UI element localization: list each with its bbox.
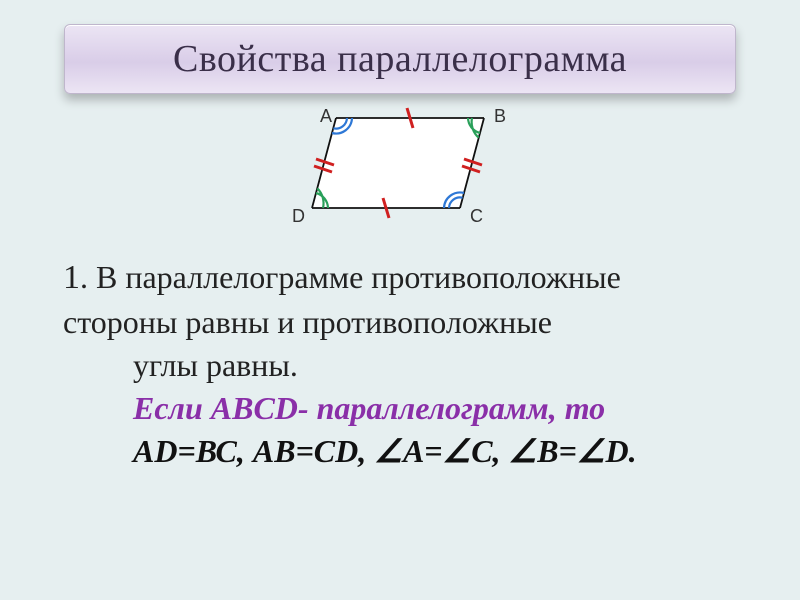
vertex-d-label: D	[292, 206, 305, 226]
body-line-3: углы равны.	[133, 344, 765, 387]
title-banner: Свойства параллелограмма	[64, 24, 736, 94]
vertex-a-label: A	[320, 106, 332, 126]
body-line-2: стороны равны и противоположные	[63, 301, 765, 344]
page-title: Свойства параллелограмма	[173, 37, 627, 81]
parallelogram-diagram: A B C D	[270, 100, 530, 240]
vertex-b-label: B	[494, 106, 506, 126]
body-line-1: 1. В параллелограмме противоположные	[63, 255, 765, 301]
vertex-c-label: C	[470, 206, 483, 226]
body-line-4: Если ABCD- параллелограмм, то	[133, 387, 765, 430]
diagram-svg: A B C D	[270, 100, 530, 240]
body-line1-text: . В параллелограмме противоположные	[80, 259, 621, 295]
body-line-5: АD=ВС, AB=CD, ∠А=∠С, ∠B=∠D.	[133, 430, 765, 473]
body-text: 1. В параллелограмме противоположные сто…	[45, 255, 765, 474]
property-number: 1	[63, 259, 80, 296]
